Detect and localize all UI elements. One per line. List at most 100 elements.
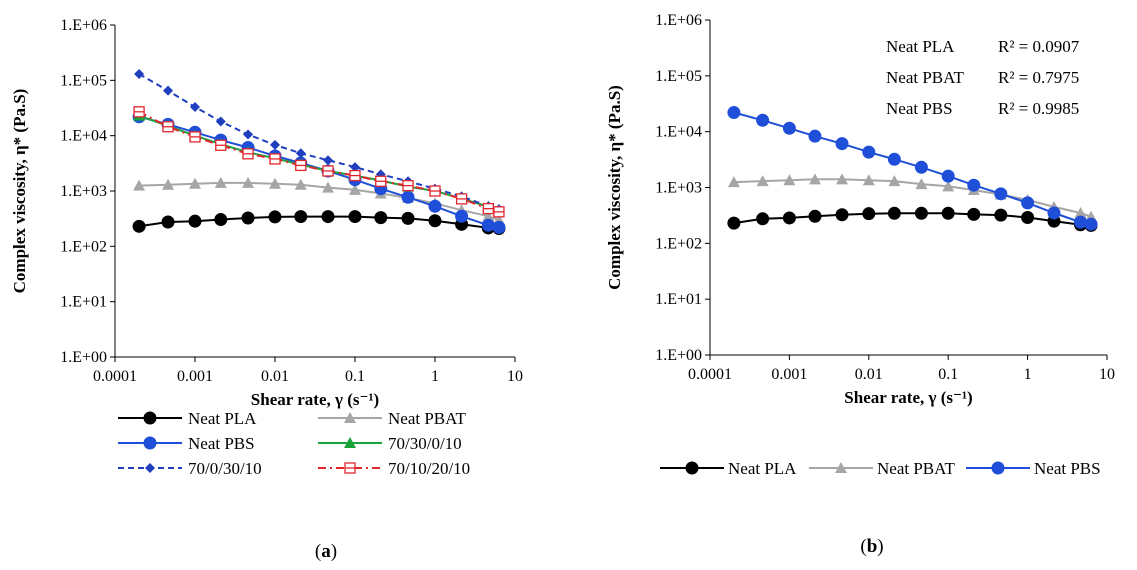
data-point xyxy=(862,207,876,221)
data-point xyxy=(350,162,360,173)
data-point xyxy=(189,177,201,189)
legend: Neat PLA Neat PBAT Neat PBS xyxy=(660,459,1101,478)
annotation-r-squared: R² = 0.0907 xyxy=(998,37,1080,56)
data-point xyxy=(727,106,741,120)
legend-label: 70/0/30/10 xyxy=(188,459,262,478)
legend-label: Neat PBAT xyxy=(388,409,467,428)
data-point xyxy=(161,215,175,229)
legend-marker xyxy=(344,437,356,448)
series-neat-pbat xyxy=(727,173,1098,222)
data-point xyxy=(190,101,200,112)
data-point xyxy=(808,173,821,185)
caption-paren: ( xyxy=(315,541,321,562)
annotation-series-name: Neat PLA xyxy=(886,37,955,56)
data-point xyxy=(215,139,227,151)
series-neat-pbs xyxy=(727,106,1098,231)
legend-label: Neat PBS xyxy=(188,434,255,453)
data-point xyxy=(402,179,414,192)
y-axis-title: Complex viscosity, η* (Pa.S) xyxy=(10,89,29,294)
legend-marker xyxy=(143,436,157,450)
legend-label: 70/30/0/10 xyxy=(388,434,462,453)
data-point xyxy=(756,113,770,127)
data-point xyxy=(727,216,741,230)
legend-marker xyxy=(143,411,157,425)
data-point xyxy=(967,207,981,221)
data-point xyxy=(214,176,227,188)
legend-marker xyxy=(685,461,699,475)
data-point xyxy=(914,206,928,220)
legend-marker xyxy=(344,412,356,423)
series-neat-pla xyxy=(132,210,506,236)
x-tick-label: 10 xyxy=(507,368,523,385)
x-tick-label: 0.0001 xyxy=(688,366,732,383)
data-point xyxy=(887,152,901,166)
x-tick-label: 0.1 xyxy=(938,366,958,383)
panel-caption: (b) xyxy=(860,536,883,557)
data-point xyxy=(782,211,796,225)
data-point xyxy=(836,173,849,185)
data-point xyxy=(1074,215,1088,229)
data-point xyxy=(808,209,822,223)
series-70-10-20-10 xyxy=(133,106,505,218)
data-point xyxy=(727,176,740,188)
data-point xyxy=(132,219,146,233)
data-point xyxy=(888,175,901,187)
data-point xyxy=(242,176,255,188)
data-point xyxy=(215,116,226,127)
data-point xyxy=(862,145,876,159)
data-point xyxy=(783,174,796,186)
data-point xyxy=(162,121,174,133)
data-point xyxy=(133,179,146,191)
caption-letter: b xyxy=(867,536,878,557)
annotation-series-name: Neat PBAT xyxy=(886,68,965,87)
x-tick-label: 0.0001 xyxy=(93,368,137,385)
data-point xyxy=(401,190,415,204)
data-point xyxy=(214,213,228,227)
data-point xyxy=(269,153,281,165)
data-point xyxy=(241,211,255,225)
data-point xyxy=(941,169,955,183)
data-point xyxy=(1047,206,1061,220)
data-point xyxy=(162,178,175,190)
legend-label: Neat PBAT xyxy=(877,459,956,478)
data-point xyxy=(294,210,308,224)
data-point xyxy=(374,211,388,225)
data-point xyxy=(1021,196,1035,210)
data-point xyxy=(429,185,441,197)
x-tick-label: 0.01 xyxy=(261,368,289,385)
caption-letter: a xyxy=(321,541,331,562)
data-point xyxy=(294,178,307,190)
data-point xyxy=(428,214,442,228)
y-tick-label: 1.E+03 xyxy=(655,180,702,197)
caption-paren: ( xyxy=(860,536,866,557)
data-point xyxy=(482,210,495,222)
data-point xyxy=(887,206,901,220)
y-tick-label: 1.E+02 xyxy=(655,235,702,252)
data-point xyxy=(756,212,770,226)
annotation-series-name: Neat PBS xyxy=(886,99,953,118)
data-point xyxy=(481,218,495,232)
data-point xyxy=(270,139,280,150)
x-tick-label: 0.001 xyxy=(771,366,807,383)
data-point xyxy=(269,177,281,189)
data-point xyxy=(242,148,254,160)
data-point xyxy=(967,178,981,192)
y-tick-label: 1.E+00 xyxy=(60,349,107,366)
data-point xyxy=(375,175,387,187)
y-tick-label: 1.E+05 xyxy=(60,72,107,89)
annotation-r-squared: R² = 0.9985 xyxy=(998,99,1079,118)
data-point xyxy=(782,121,796,135)
series-neat-pbs xyxy=(132,110,506,234)
data-point xyxy=(349,169,361,182)
y-tick-label: 1.E+06 xyxy=(60,17,107,34)
data-point xyxy=(835,208,849,222)
data-point xyxy=(482,202,494,215)
data-point xyxy=(268,210,282,224)
data-point xyxy=(134,69,145,80)
data-point xyxy=(455,209,469,223)
data-point xyxy=(189,131,201,143)
data-point xyxy=(295,159,307,172)
y-axis-title: Complex viscosity, η* (Pa.S) xyxy=(605,85,624,290)
data-point xyxy=(348,210,362,224)
annotation-r-squared: R² = 0.7975 xyxy=(998,68,1079,87)
